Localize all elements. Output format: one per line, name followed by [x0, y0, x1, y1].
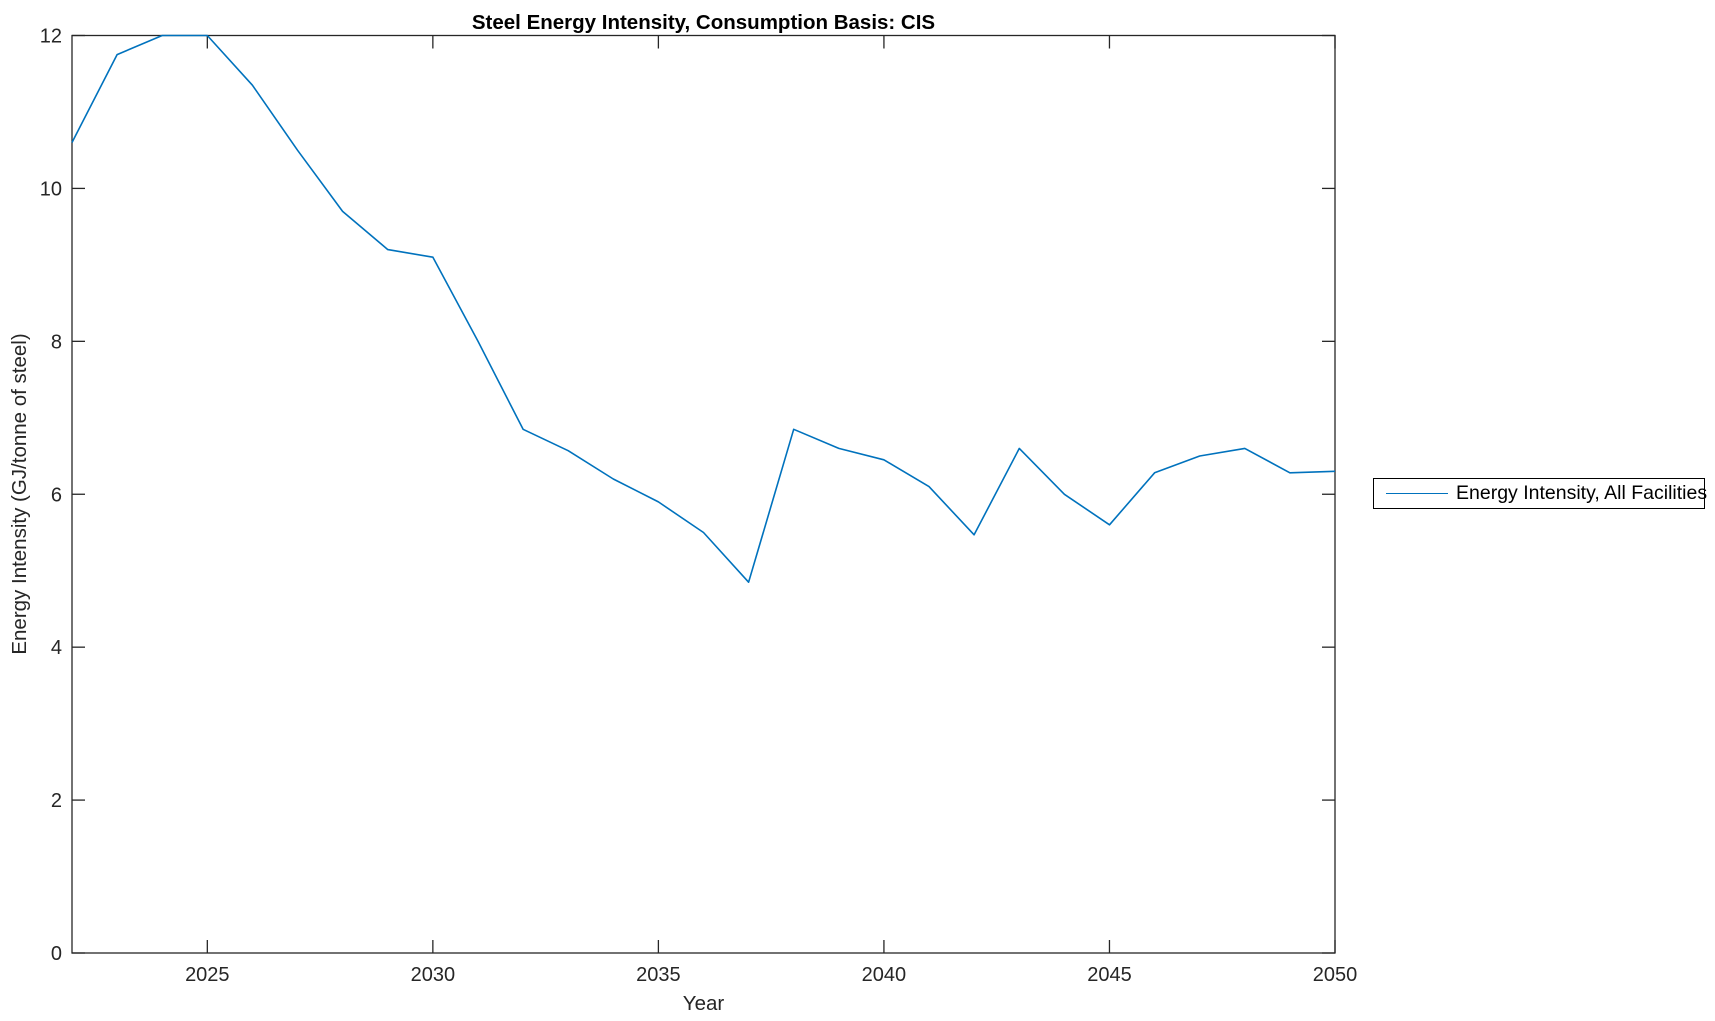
- x-tick-label: 2040: [862, 964, 907, 986]
- legend: Energy Intensity, All Facilities: [1373, 478, 1708, 509]
- y-tick-label: 10: [40, 178, 62, 200]
- chart-title: Steel Energy Intensity, Consumption Basi…: [472, 11, 935, 34]
- axes-layer: 2025 2030 2035 2040 2045 2050 0 2 4 6 8 10 12: [40, 26, 1358, 987]
- series-line-energy-intensity: [71, 34, 1336, 584]
- axes-box: [71, 34, 1336, 954]
- y-tick-label: 12: [40, 26, 62, 48]
- legend-line-sample-icon: [1386, 493, 1448, 494]
- y-tick-label: 8: [51, 331, 62, 353]
- y-tick-label: 2: [51, 790, 62, 812]
- y-axis-label: Energy Intensity (GJ/tonne of steel): [8, 333, 31, 654]
- x-tick-label: 2025: [185, 964, 230, 986]
- y-tick-label: 4: [51, 637, 62, 659]
- x-tick-label: 2050: [1313, 964, 1358, 986]
- x-axis-label: Year: [683, 992, 725, 1015]
- y-tick-label: 6: [51, 484, 62, 506]
- x-tick-label: 2045: [1087, 964, 1132, 986]
- legend-label: Energy Intensity, All Facilities: [1456, 482, 1708, 504]
- y-tick-label: 0: [51, 943, 62, 965]
- x-tick-label: 2035: [636, 964, 681, 986]
- x-tick-label: 2030: [411, 964, 456, 986]
- series-layer: [71, 34, 1336, 584]
